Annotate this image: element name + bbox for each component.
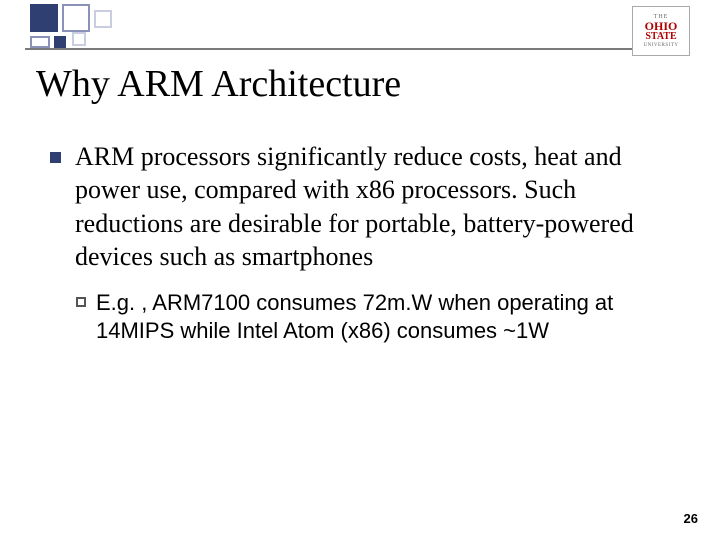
bullet-text: ARM processors significantly reduce cost… [75, 140, 670, 273]
sub-bullet-text: E.g. , ARM7100 consumes 72m.W when opera… [96, 289, 670, 345]
decor-square [30, 4, 58, 32]
decor-square [62, 4, 90, 32]
header-underline [25, 48, 685, 50]
logo-text: STATE [645, 32, 676, 42]
header-decoration [0, 0, 720, 50]
decor-square [54, 36, 66, 48]
sub-bullet-lead: E.g. , [96, 290, 152, 315]
sub-bullet-marker-icon [76, 297, 86, 307]
slide-title: Why ARM Architecture [36, 62, 401, 106]
sub-bullet-item: E.g. , ARM7100 consumes 72m.W when opera… [76, 289, 670, 345]
page-number: 26 [684, 511, 698, 526]
ohio-state-logo: THE OHIO STATE UNIVERSITY [632, 6, 690, 56]
sub-bullet-rest: ARM7100 consumes 72m.W when operating at… [96, 290, 613, 343]
decor-square [30, 36, 50, 48]
bullet-item: ARM processors significantly reduce cost… [50, 140, 670, 273]
logo-text: UNIVERSITY [644, 43, 679, 48]
decor-square [94, 10, 112, 28]
decor-square [72, 32, 86, 46]
content-area: ARM processors significantly reduce cost… [50, 140, 670, 345]
bullet-marker-icon [50, 152, 61, 163]
